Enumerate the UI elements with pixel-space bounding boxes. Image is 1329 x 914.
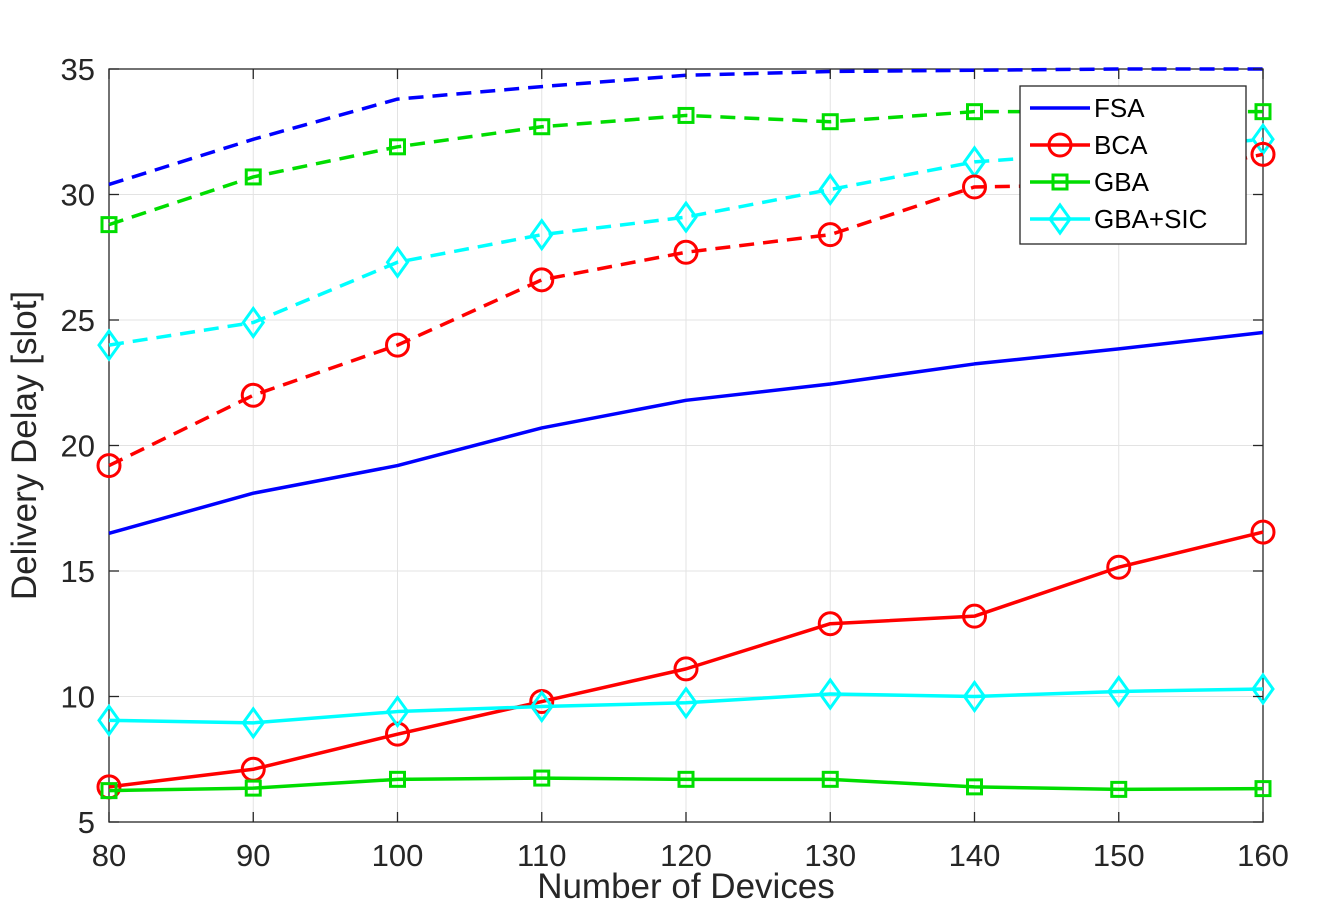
legend-item: BCA [1030, 130, 1148, 160]
circle-marker [240, 382, 266, 408]
y-tick-label: 10 [61, 680, 95, 715]
square-marker [100, 782, 118, 800]
x-tick-label: 80 [92, 838, 126, 873]
legend-label: FSA [1094, 93, 1145, 123]
diamond-marker [818, 172, 843, 207]
x-tick-label: 140 [949, 838, 1001, 873]
square-marker [677, 770, 695, 788]
circle-marker [962, 174, 987, 200]
diamond-marker [529, 689, 554, 724]
circle-marker [1047, 132, 1073, 158]
square-marker [533, 769, 551, 787]
circle-marker [673, 656, 699, 682]
legend-item: GBA [1030, 167, 1150, 197]
legend-label: GBA+SIC [1094, 204, 1207, 234]
diamond-marker [674, 200, 698, 234]
diamond-marker [1106, 674, 1131, 709]
circle-marker [817, 222, 843, 248]
circle-marker [1106, 554, 1132, 580]
circle-marker [962, 603, 987, 629]
x-tick-label: 90 [236, 838, 270, 873]
series-line [108, 776, 1264, 793]
diamond-marker [385, 245, 410, 279]
diamond-marker [1251, 672, 1275, 706]
circle-marker [1250, 141, 1276, 167]
circle-marker [529, 267, 555, 293]
x-tick-label: 130 [804, 838, 856, 873]
grid [108, 68, 1264, 823]
square-marker [1110, 780, 1128, 798]
x-tick-label: 100 [372, 838, 424, 873]
circle-marker [673, 239, 699, 265]
diamond-marker [97, 703, 121, 737]
square-marker [821, 113, 839, 131]
x-tick-label: 150 [1093, 838, 1145, 873]
y-tick-label: 25 [61, 303, 95, 338]
square-marker [821, 770, 839, 788]
legend-item: FSA [1030, 93, 1145, 123]
square-marker [100, 216, 118, 234]
diamond-marker [529, 218, 554, 252]
circle-marker [817, 611, 843, 637]
square-marker [244, 168, 262, 186]
circle-marker [385, 332, 410, 358]
diamond-marker [241, 706, 266, 740]
series-line [108, 687, 1264, 725]
circle-marker [1250, 519, 1276, 545]
y-tick-label: 35 [61, 52, 95, 87]
diamond-marker [97, 328, 121, 362]
square-marker [966, 103, 983, 121]
axis-ticks: 80 90 100 110 120 130 140 150 160 5 10 15 20 25 30 35 [61, 52, 1289, 873]
series-gba-solid [100, 769, 1272, 800]
diamond-marker [674, 686, 698, 720]
square-marker [1254, 780, 1272, 798]
diamond-marker [385, 694, 410, 729]
square-marker [533, 118, 551, 136]
series-line [108, 530, 1264, 789]
circle-marker [96, 453, 122, 479]
y-axis-title: Delivery Delay [slot] [5, 291, 44, 600]
legend-item: GBA+SIC [1030, 202, 1207, 236]
square-marker [677, 106, 695, 124]
legend-label: GBA [1094, 167, 1150, 197]
diamond-marker [1048, 202, 1072, 236]
diamond-marker [241, 305, 266, 340]
square-marker [1051, 173, 1069, 191]
square-marker [389, 770, 406, 788]
x-tick-label: 110 [517, 838, 566, 873]
x-tick-label: 160 [1237, 838, 1289, 873]
series-gba-sic-solid [97, 672, 1275, 740]
square-marker [966, 778, 983, 796]
square-marker [389, 138, 406, 156]
y-tick-label: 5 [78, 805, 95, 840]
y-tick-label: 15 [61, 554, 95, 589]
series-fsa-solid [108, 330, 1264, 536]
diamond-marker [962, 679, 987, 714]
legend: FSA BCA GBA GBA+SIC [1019, 85, 1247, 245]
square-marker [244, 779, 262, 797]
y-tick-label: 30 [61, 178, 95, 213]
diamond-marker [818, 677, 843, 711]
series-line [108, 330, 1264, 536]
x-axis-title: Number of Devices [537, 867, 835, 906]
y-tick-label: 20 [61, 429, 95, 464]
legend-label: BCA [1094, 130, 1148, 160]
diamond-marker [1251, 122, 1275, 156]
x-tick-label: 120 [660, 838, 712, 873]
square-marker [1254, 103, 1272, 121]
